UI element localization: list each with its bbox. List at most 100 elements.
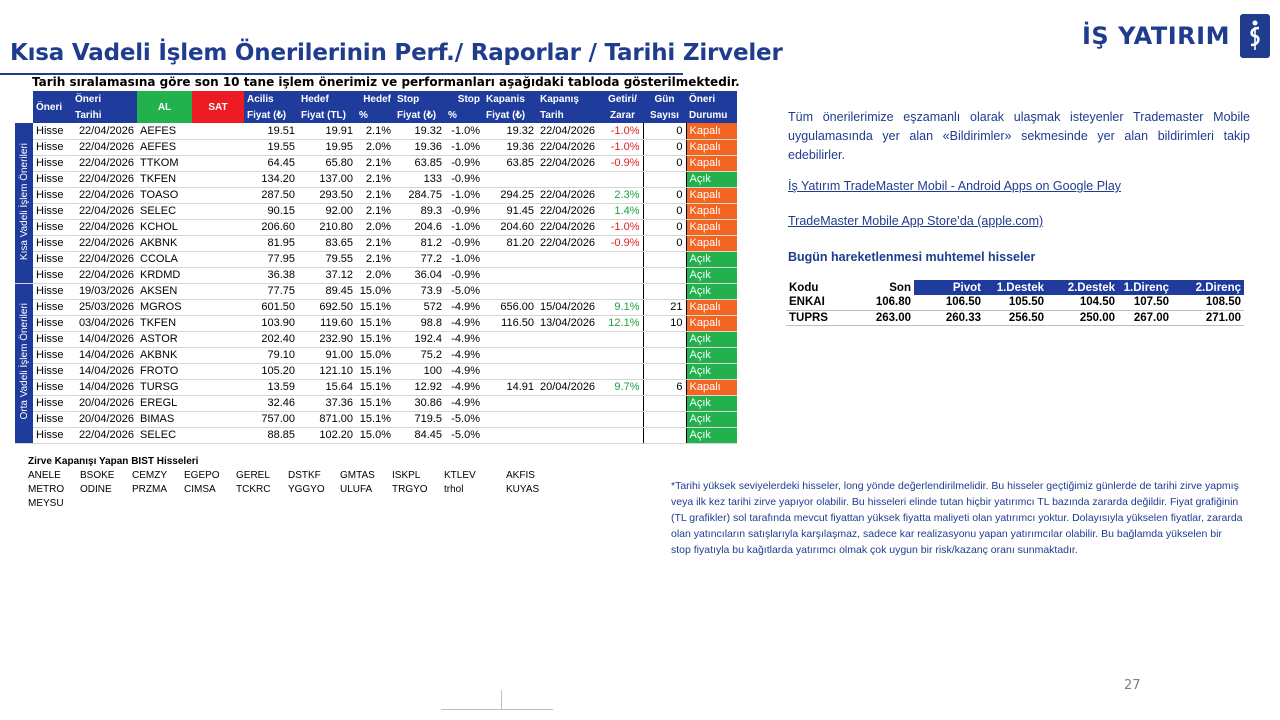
table-subtitle: Tarih sıralamasına göre son 10 tane işle… <box>32 75 740 89</box>
target-pct-cell: 15.1% <box>356 411 394 428</box>
ath-ticker: trhol <box>444 484 464 495</box>
return-cell: -0.9% <box>602 155 644 172</box>
target-price-cell: 119.60 <box>298 315 356 332</box>
stop-price-cell: 19.36 <box>394 139 445 156</box>
pivot-table: Kodu Son Pivot 1.Destek 2.Destek 1.Diren… <box>786 280 1244 326</box>
status-cell: Açık <box>686 251 737 268</box>
pivot-col-head: Pivot <box>914 280 984 295</box>
logo-text: İŞ YATIRIM <box>1082 22 1230 50</box>
ticker-cell: AEFES <box>137 139 192 156</box>
status-cell: Açık <box>686 267 737 284</box>
close-price-cell: 294.25 <box>483 187 537 204</box>
col-head: Kapanış <box>537 91 602 107</box>
target-pct-cell: 15.0% <box>356 282 394 300</box>
stop-pct-cell: -4.9% <box>445 315 483 332</box>
days-cell <box>643 282 687 300</box>
return-cell <box>602 267 644 284</box>
col-head: Tarih <box>537 107 602 123</box>
target-pct-cell: 2.1% <box>356 123 394 140</box>
sat-cell <box>192 379 244 396</box>
target-pct-cell: 2.1% <box>356 187 394 204</box>
ath-ticker: YGGYO <box>288 484 325 495</box>
target-price-cell: 102.20 <box>298 427 356 444</box>
footer-box <box>441 690 553 710</box>
pivot-col-head: Son <box>856 280 914 295</box>
recommendations-table-wrap: Öneri Öneri AL SAT Acilis Hedef Hedef St… <box>15 91 737 444</box>
pivot-col-head: 1.Direnç <box>1118 280 1172 295</box>
target-price-cell: 19.91 <box>298 123 356 140</box>
stop-price-cell: 204.6 <box>394 219 445 236</box>
stop-price-cell: 63.85 <box>394 155 445 172</box>
return-cell: -1.0% <box>602 219 644 236</box>
close-date-cell: 20/04/2026 <box>537 379 602 396</box>
col-head: Öneri <box>33 91 72 123</box>
ios-app-link[interactable]: TradeMaster Mobile App Store’da (apple.c… <box>788 214 1044 228</box>
close-date-cell: 15/04/2026 <box>537 299 602 316</box>
target-price-cell: 92.00 <box>298 203 356 220</box>
ath-ticker: TRGYO <box>392 484 428 495</box>
days-cell: 0 <box>643 155 687 172</box>
status-cell: Kapalı <box>686 235 737 252</box>
close-price-cell: 656.00 <box>483 299 537 316</box>
target-pct-cell: 2.0% <box>356 139 394 156</box>
stop-price-cell: 133 <box>394 171 445 188</box>
col-head: Zarar <box>602 107 643 123</box>
sat-cell <box>192 155 244 172</box>
stop-pct-cell: -0.9% <box>445 235 483 252</box>
ath-ticker: ISKPL <box>392 470 421 481</box>
date-cell: 22/04/2026 <box>72 203 137 220</box>
ticker-cell: TTKOM <box>137 155 192 172</box>
col-head: Fiyat (₺) <box>394 107 445 123</box>
type-cell: Hisse <box>33 363 72 380</box>
section-label-text: Kısa Vadeli İşlem Önerileri <box>18 142 30 260</box>
close-date-cell <box>537 427 602 444</box>
type-cell: Hisse <box>33 155 72 172</box>
ath-ticker: CIMSA <box>184 484 216 495</box>
pivot-value-cell: 256.50 <box>984 310 1047 326</box>
ath-ticker: ODINE <box>80 484 112 495</box>
table-row: Hisse 22/04/2026 CCOLA 77.95 79.55 2.1% 77.2 -1… <box>15 251 737 268</box>
close-date-cell: 22/04/2026 <box>537 187 602 204</box>
type-cell: Hisse <box>33 299 72 316</box>
table-row: Hisse 14/04/2026 TURSG 13.59 15.64 15.1% 12.92… <box>15 379 737 396</box>
stop-price-cell: 75.2 <box>394 347 445 364</box>
sat-cell <box>192 411 244 428</box>
open-price-cell: 90.15 <box>244 203 298 220</box>
ath-ticker: AKFIS <box>506 470 535 481</box>
return-cell: 2.3% <box>602 187 644 204</box>
pivot-row: TUPRS 263.00 260.33 256.50 250.00 267.00 271.0… <box>786 310 1244 326</box>
pivot-value-cell: 271.00 <box>1172 310 1244 326</box>
table-row: Hisse 22/04/2026 KRDMD 36.38 37.12 2.0% 36.04-… <box>15 267 737 284</box>
type-cell: Hisse <box>33 203 72 220</box>
stop-pct-cell: -1.0% <box>445 187 483 204</box>
android-app-link[interactable]: İş Yatırım TradeMaster Mobil - Android A… <box>788 179 1122 193</box>
col-head: Hedef <box>356 91 394 107</box>
close-price-cell: 19.32 <box>483 123 537 140</box>
return-cell: -0.9% <box>602 235 644 252</box>
close-date-cell: 22/04/2026 <box>537 155 602 172</box>
table-row: Hisse 20/04/2026 BIMAS 757.00 871.00 15.1% 719… <box>15 411 737 428</box>
target-price-cell: 210.80 <box>298 219 356 236</box>
stop-price-cell: 73.9 <box>394 282 445 300</box>
target-price-cell: 871.00 <box>298 411 356 428</box>
stop-pct-cell: -0.9% <box>445 171 483 188</box>
pivot-ticker-cell: ENKAI <box>786 295 856 311</box>
target-pct-cell: 15.1% <box>356 363 394 380</box>
type-cell: Hisse <box>33 187 72 204</box>
date-cell: 22/04/2026 <box>72 123 137 140</box>
ticker-grid: ANELE BSOKE CEMZY EGEPO GEREL DSTKF GMTAS ISKPL… <box>28 470 566 509</box>
days-cell: 21 <box>643 299 687 316</box>
open-price-cell: 13.59 <box>244 379 298 396</box>
table-row: Hisse 20/04/2026 EREGL 32.46 37.36 15.1% 30.86… <box>15 395 737 412</box>
pivot-value-cell: 267.00 <box>1118 310 1172 326</box>
ath-ticker: MEYSU <box>28 498 64 509</box>
days-cell <box>643 363 687 380</box>
days-cell <box>643 267 687 284</box>
target-pct-cell: 2.1% <box>356 203 394 220</box>
return-cell <box>602 363 644 380</box>
type-cell: Hisse <box>33 123 72 140</box>
close-price-cell: 204.60 <box>483 219 537 236</box>
days-cell <box>643 395 687 412</box>
ticker-cell: AKBNK <box>137 347 192 364</box>
sat-cell <box>192 395 244 412</box>
